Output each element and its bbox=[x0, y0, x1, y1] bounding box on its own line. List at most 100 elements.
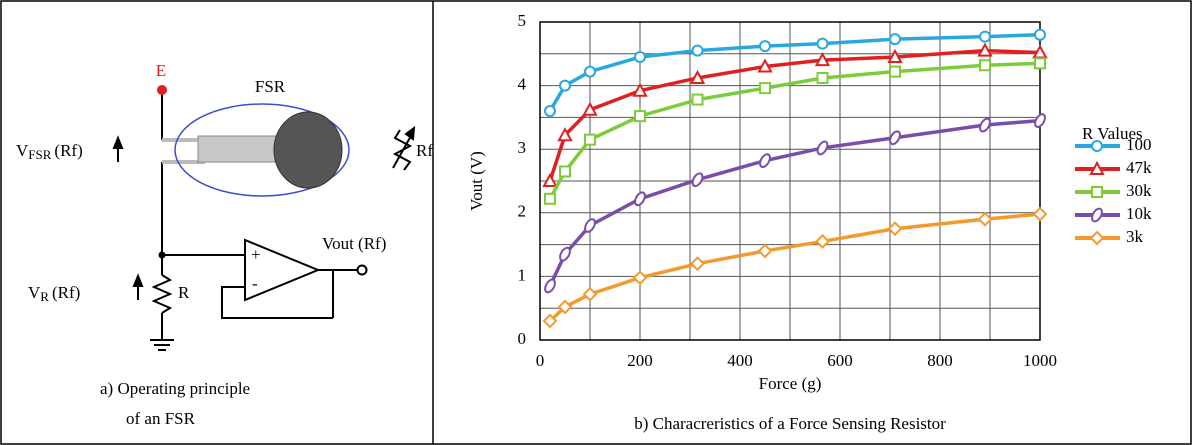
legend-label: 47k bbox=[1126, 158, 1152, 177]
marker bbox=[632, 82, 648, 97]
plot-frame bbox=[539, 21, 1041, 341]
output-terminal bbox=[356, 264, 368, 276]
marker bbox=[542, 172, 558, 187]
legend-label: 3k bbox=[1126, 227, 1144, 246]
marker bbox=[759, 82, 771, 95]
marker bbox=[977, 211, 993, 227]
marker bbox=[690, 256, 705, 272]
x-tick-label: 800 bbox=[927, 351, 953, 370]
marker bbox=[816, 71, 829, 84]
series-line bbox=[548, 32, 1041, 112]
marker bbox=[557, 127, 573, 142]
x-axis-label: Force (g) bbox=[759, 374, 822, 393]
marker bbox=[584, 218, 596, 233]
marker bbox=[542, 313, 558, 329]
marker bbox=[814, 52, 831, 67]
x-tick-label: 1000 bbox=[1023, 351, 1057, 370]
marker bbox=[544, 105, 556, 118]
caption-a1: a) Operating principle bbox=[100, 379, 250, 398]
x-tick-label: 0 bbox=[536, 351, 545, 370]
marker bbox=[634, 50, 646, 63]
fsr-outline bbox=[174, 103, 350, 197]
marker bbox=[559, 246, 571, 262]
r-label: R bbox=[178, 283, 190, 302]
vr-sub: R bbox=[40, 289, 49, 304]
y-tick-label: 0 bbox=[518, 329, 527, 348]
marker bbox=[977, 42, 993, 57]
legend-label: 30k bbox=[1126, 181, 1152, 200]
marker bbox=[634, 191, 646, 207]
marker bbox=[757, 58, 773, 73]
vr-tail: (Rf) bbox=[52, 283, 80, 302]
vr-main: V bbox=[28, 283, 41, 302]
marker bbox=[889, 65, 901, 78]
marker bbox=[887, 48, 903, 63]
y-tick-label: 1 bbox=[518, 265, 527, 284]
marker bbox=[1091, 140, 1103, 152]
y-tick-label: 2 bbox=[518, 202, 527, 221]
marker bbox=[759, 153, 771, 169]
marker bbox=[691, 93, 704, 106]
marker bbox=[584, 133, 596, 146]
marker bbox=[979, 30, 991, 43]
marker bbox=[979, 59, 991, 72]
series-line bbox=[548, 212, 1041, 323]
e-label: E bbox=[156, 61, 166, 80]
legend-title: R Values bbox=[1082, 124, 1143, 143]
marker bbox=[689, 69, 706, 84]
marker bbox=[1091, 207, 1103, 223]
marker bbox=[557, 299, 573, 315]
series-line bbox=[548, 61, 1041, 200]
plus-label: + bbox=[251, 245, 261, 264]
marker bbox=[584, 65, 596, 78]
chart-caption: b) Characreristics of a Force Sensing Re… bbox=[634, 414, 946, 433]
vfsr-sub: FSR bbox=[28, 147, 51, 162]
x-tick-label: 600 bbox=[827, 351, 853, 370]
vfsr-tail: (Rf) bbox=[54, 141, 82, 160]
marker bbox=[632, 270, 648, 286]
x-tick-label: 400 bbox=[727, 351, 753, 370]
series-line bbox=[548, 48, 1041, 182]
marker bbox=[559, 165, 571, 178]
marker bbox=[691, 172, 704, 188]
circuit bbox=[112, 90, 416, 351]
legend-label: 100 bbox=[1126, 135, 1152, 154]
marker bbox=[1089, 230, 1105, 246]
marker bbox=[1091, 186, 1103, 198]
vout-label: Vout (Rf) bbox=[322, 234, 386, 253]
y-tick-label: 5 bbox=[518, 11, 527, 30]
marker bbox=[582, 286, 598, 302]
marker bbox=[889, 130, 901, 146]
marker bbox=[1034, 57, 1046, 70]
fsr-label: FSR bbox=[255, 77, 286, 96]
marker bbox=[544, 192, 556, 205]
y-tick-label: 3 bbox=[518, 138, 527, 157]
fsr-pad bbox=[273, 111, 343, 189]
marker bbox=[759, 40, 771, 53]
caption-a2: of an FSR bbox=[126, 409, 196, 428]
marker bbox=[887, 221, 903, 237]
marker bbox=[1089, 160, 1105, 175]
series-line bbox=[548, 118, 1041, 287]
y-axis-label: Vout (V) bbox=[467, 151, 486, 211]
vfsr-label: VFSR (Rf) bbox=[16, 141, 83, 162]
marker bbox=[815, 234, 830, 249]
e-terminal bbox=[157, 85, 167, 95]
marker bbox=[582, 101, 598, 116]
legend-label: 10k bbox=[1126, 204, 1152, 223]
marker bbox=[559, 79, 571, 92]
marker bbox=[1032, 206, 1048, 222]
marker bbox=[889, 33, 901, 46]
marker bbox=[816, 37, 829, 50]
marker bbox=[757, 243, 773, 259]
vfsr-main: V bbox=[16, 141, 29, 160]
vr-label: VR (Rf) bbox=[28, 283, 80, 304]
minus-label: - bbox=[252, 274, 258, 293]
marker bbox=[1034, 113, 1046, 128]
marker bbox=[816, 140, 829, 156]
x-tick-label: 200 bbox=[627, 351, 653, 370]
node bbox=[158, 251, 166, 259]
fsr-tail bbox=[197, 135, 281, 163]
